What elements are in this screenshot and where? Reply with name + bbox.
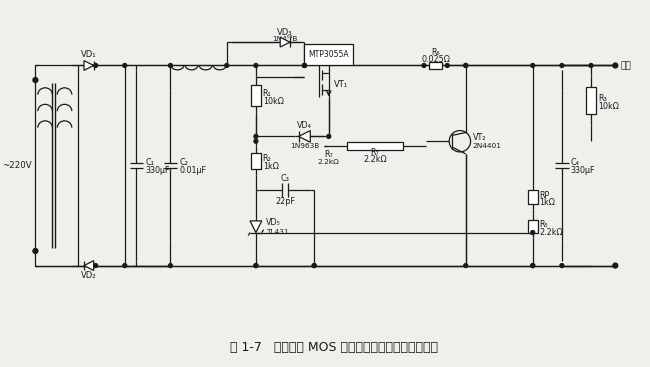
Circle shape (254, 134, 258, 138)
Text: VT₂: VT₂ (473, 133, 486, 142)
Text: 1N963B: 1N963B (290, 143, 319, 149)
Circle shape (312, 264, 316, 268)
Circle shape (123, 264, 127, 268)
Text: 330μF: 330μF (145, 166, 170, 175)
Circle shape (94, 63, 98, 68)
Polygon shape (84, 61, 94, 70)
Circle shape (33, 248, 38, 254)
Circle shape (589, 63, 593, 68)
Text: R₇: R₇ (370, 148, 379, 157)
Text: VD₅: VD₅ (266, 218, 280, 227)
Circle shape (254, 139, 258, 143)
Text: 22pF: 22pF (275, 197, 295, 206)
Circle shape (168, 264, 172, 268)
Circle shape (168, 63, 172, 68)
Circle shape (463, 264, 467, 268)
Text: 0.01μF: 0.01μF (179, 166, 206, 175)
Bar (586, 87, 596, 114)
Text: C₁: C₁ (145, 158, 154, 167)
Text: 2.2kΩ: 2.2kΩ (540, 228, 563, 237)
Text: 10kΩ: 10kΩ (598, 102, 619, 111)
Text: VD₄: VD₄ (297, 121, 312, 130)
Text: 1kΩ: 1kΩ (263, 162, 279, 171)
Text: 10kΩ: 10kΩ (263, 97, 283, 106)
Text: R₃: R₃ (598, 94, 606, 103)
Polygon shape (250, 221, 262, 233)
Circle shape (94, 264, 98, 268)
Text: C₃: C₃ (281, 174, 289, 183)
Circle shape (302, 63, 306, 68)
Polygon shape (298, 131, 310, 142)
Text: VD₂: VD₂ (81, 271, 97, 280)
Text: ~220V: ~220V (2, 161, 31, 170)
Text: VD₃: VD₃ (278, 28, 292, 37)
Circle shape (613, 263, 617, 268)
Text: VD₁: VD₁ (81, 50, 97, 59)
Circle shape (327, 134, 331, 138)
Text: 1kΩ: 1kΩ (540, 199, 555, 207)
Text: 输出: 输出 (620, 61, 631, 70)
Circle shape (254, 264, 258, 268)
Circle shape (531, 264, 535, 268)
Text: R₅: R₅ (540, 220, 548, 229)
Circle shape (123, 63, 127, 68)
Bar (304, 44, 353, 65)
Text: 2N4401: 2N4401 (473, 143, 502, 149)
Circle shape (531, 230, 535, 235)
Text: R₇: R₇ (324, 150, 333, 159)
Circle shape (560, 63, 564, 68)
Text: 1N4⁰⁸B: 1N4⁰⁸B (272, 36, 298, 42)
Circle shape (560, 264, 564, 268)
Text: 0.025Ω: 0.025Ω (421, 55, 450, 64)
Circle shape (254, 264, 258, 268)
Text: VT₁: VT₁ (333, 80, 348, 90)
Circle shape (422, 63, 426, 68)
Bar (251, 153, 261, 169)
Circle shape (613, 63, 617, 68)
Text: 2.2kΩ: 2.2kΩ (318, 159, 340, 165)
Text: MTP3055A: MTP3055A (309, 50, 349, 59)
Circle shape (463, 63, 467, 68)
Text: R₂: R₂ (263, 154, 272, 163)
Circle shape (531, 264, 535, 268)
Bar (251, 85, 261, 106)
Circle shape (312, 264, 316, 268)
Circle shape (254, 63, 258, 68)
Text: R₁: R₁ (263, 89, 272, 98)
Text: RP: RP (540, 190, 550, 200)
Text: 图 1-7   采用功率 MOS 管的低压降线性稳压电源电路: 图 1-7 采用功率 MOS 管的低压降线性稳压电源电路 (229, 341, 437, 354)
Polygon shape (84, 261, 94, 270)
Text: TL431: TL431 (266, 229, 288, 235)
Bar (528, 190, 538, 204)
Bar (347, 142, 403, 150)
Circle shape (302, 63, 306, 68)
Circle shape (531, 63, 535, 68)
Circle shape (225, 63, 229, 68)
Bar (429, 62, 442, 69)
Circle shape (33, 78, 38, 83)
Text: C₄: C₄ (571, 158, 580, 167)
Text: R₆: R₆ (432, 48, 440, 57)
Bar (528, 219, 538, 233)
Text: C₂: C₂ (179, 158, 188, 167)
Circle shape (463, 63, 467, 68)
Text: 2.2kΩ: 2.2kΩ (363, 155, 387, 164)
Text: 330μF: 330μF (571, 166, 595, 175)
Polygon shape (280, 37, 290, 47)
Circle shape (445, 63, 449, 68)
Circle shape (302, 63, 306, 68)
